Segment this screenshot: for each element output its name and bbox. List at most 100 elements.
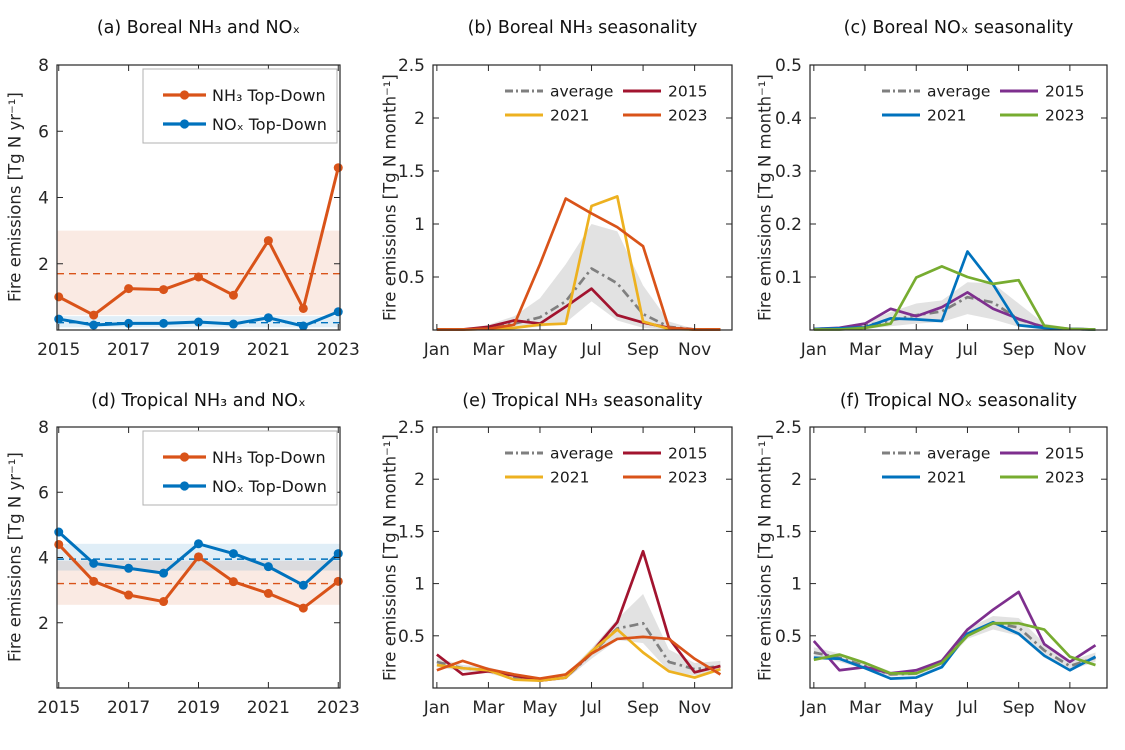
x-tick-label: Jul bbox=[956, 340, 978, 360]
x-tick-label: May bbox=[899, 340, 934, 360]
subplot-f-title: (f) Tropical NOₓ seasonality bbox=[839, 391, 1078, 411]
y-tick-label: 2.5 bbox=[775, 418, 802, 438]
x-tick-label: Nov bbox=[678, 698, 711, 718]
subplot-c: (c) Boreal NOₓ seasonality Fire emission… bbox=[750, 0, 1125, 375]
subplot-d-canvas: 2 4 6 8 2015 2017 2019 2021 2023 NH₃ Top-Down NOₓ … bbox=[37, 418, 360, 718]
axes-box bbox=[432, 426, 733, 689]
subplot-f: (f) Tropical NOₓ seasonality Fire emissi… bbox=[750, 375, 1125, 750]
y-tick-label: 2 bbox=[791, 470, 802, 490]
legend-label: NH₃ Top-Down bbox=[212, 86, 326, 105]
series-2023 bbox=[813, 265, 1096, 331]
data-point-marker bbox=[124, 318, 134, 328]
subplot-a: (a) Boreal NH₃ and NOₓ Fire emissions [T… bbox=[0, 0, 375, 375]
x-tick-label: Nov bbox=[678, 340, 711, 360]
x-tick-label: Jan bbox=[423, 698, 450, 718]
data-point-marker bbox=[159, 568, 169, 578]
x-tick-label: Nov bbox=[1053, 340, 1086, 360]
data-point-marker bbox=[333, 163, 343, 173]
data-point-marker bbox=[159, 597, 169, 607]
x-tick-label: 2015 bbox=[37, 698, 80, 718]
legend-label: 2023 bbox=[1045, 107, 1084, 125]
x-tick-label: Nov bbox=[1053, 698, 1086, 718]
x-tick-label: 2017 bbox=[107, 340, 150, 360]
subplot-c-title: (c) Boreal NOₓ seasonality bbox=[843, 18, 1074, 38]
x-tick-label: Sep bbox=[627, 698, 659, 718]
x-tick-label: Mar bbox=[849, 340, 881, 360]
series-2023 bbox=[436, 635, 722, 680]
data-point-marker bbox=[54, 527, 64, 537]
subplot-a-title: (a) Boreal NH₃ and NOₓ bbox=[96, 18, 301, 38]
legend-box bbox=[142, 68, 338, 144]
data-point-marker bbox=[89, 558, 99, 568]
y-tick-label: 2 bbox=[38, 255, 49, 275]
x-tick-label: Jan bbox=[423, 340, 450, 360]
subplot-b-canvas: 0.5 1 1.5 2 2.5 Jan Mar May Jul Sep Nov average 2015… bbox=[398, 56, 733, 360]
subplot-e-canvas: 0.5 1 1.5 2 2.5 Jan Mar May Jul Sep Nov average 2015… bbox=[398, 418, 733, 718]
legend-label: NH₃ Top-Down bbox=[212, 448, 326, 467]
legend-label: 2021 bbox=[550, 107, 589, 125]
data-point-marker bbox=[263, 236, 273, 246]
x-tick-label: Jul bbox=[580, 698, 602, 718]
x-tick-label: Mar bbox=[472, 340, 504, 360]
legend-label: 2023 bbox=[1045, 469, 1084, 487]
average-spread-band bbox=[436, 594, 721, 682]
data-point-marker bbox=[89, 576, 99, 586]
x-tick-label: Jan bbox=[800, 340, 827, 360]
subplot-e: (e) Tropical NH₃ seasonality Fire emissi… bbox=[375, 375, 750, 750]
series-average bbox=[436, 621, 721, 681]
legend-label: 2021 bbox=[550, 469, 589, 487]
data-point-marker bbox=[333, 549, 343, 559]
axes-box bbox=[809, 426, 1108, 689]
data-point-marker bbox=[298, 580, 308, 590]
x-tick-label: 2021 bbox=[247, 698, 290, 718]
x-tick-label: Jul bbox=[580, 340, 602, 360]
axes-box bbox=[809, 64, 1108, 331]
legend-label: 2015 bbox=[1045, 445, 1084, 463]
subplot-a-canvas: 2 4 6 8 2015 2017 2019 2021 2023 NH₃ Top-Down NOₓ … bbox=[37, 56, 360, 360]
y-tick-label: 8 bbox=[38, 56, 49, 76]
y-tick-label: 1.5 bbox=[398, 522, 425, 542]
y-tick-label: 0.4 bbox=[775, 109, 802, 129]
x-tick-label: Jan bbox=[800, 698, 827, 718]
x-tick-label: May bbox=[522, 340, 557, 360]
x-tick-label: Mar bbox=[472, 698, 504, 718]
legend-label: average bbox=[550, 445, 613, 463]
data-point-marker bbox=[159, 318, 169, 328]
y-tick-label: 1 bbox=[791, 575, 802, 595]
y-tick-label: 1.5 bbox=[775, 522, 802, 542]
legend-sample-marker bbox=[179, 119, 190, 129]
data-point-marker bbox=[89, 320, 99, 330]
y-tick-label: 1 bbox=[414, 215, 425, 235]
subplot-f-canvas: 0.5 1 1.5 2 2.5 Jan Mar May Jul Sep Nov average 2015… bbox=[775, 418, 1108, 718]
x-tick-label: Jul bbox=[956, 698, 978, 718]
legend-label: NOₓ Top-Down bbox=[212, 115, 327, 134]
y-tick-label: 1 bbox=[414, 575, 425, 595]
data-point-marker bbox=[263, 562, 273, 572]
data-point-marker bbox=[228, 577, 238, 587]
x-tick-label: Sep bbox=[1003, 340, 1035, 360]
subplot-d: (d) Tropical NH₃ and NOₓ Fire emissions … bbox=[0, 375, 375, 750]
data-point-marker bbox=[228, 290, 238, 300]
data-point-marker bbox=[228, 319, 238, 329]
legend-label: average bbox=[927, 445, 990, 463]
legend-sample-marker bbox=[179, 481, 190, 491]
mean-band bbox=[57, 560, 340, 605]
data-point-marker bbox=[333, 576, 343, 586]
y-tick-label: 2 bbox=[414, 109, 425, 129]
axes-box bbox=[432, 64, 733, 331]
average-spread-band bbox=[813, 282, 1096, 330]
subplot-d-title: (d) Tropical NH₃ and NOₓ bbox=[91, 391, 306, 411]
legend-label: average bbox=[550, 83, 613, 101]
data-point-marker bbox=[54, 292, 64, 302]
legend-label: NOₓ Top-Down bbox=[212, 477, 327, 496]
y-tick-label: 8 bbox=[38, 418, 49, 438]
subplot-c-canvas: 0.1 0.2 0.3 0.4 0.5 Jan Mar May Jul Sep Nov average… bbox=[775, 56, 1108, 360]
x-tick-label: Sep bbox=[627, 340, 659, 360]
x-tick-label: 2023 bbox=[317, 340, 360, 360]
data-point-marker bbox=[298, 303, 308, 313]
legend-label: 2021 bbox=[927, 469, 966, 487]
legend-label: 2015 bbox=[1045, 83, 1084, 101]
legend-sample-marker bbox=[179, 452, 190, 462]
y-tick-label: 0.5 bbox=[398, 268, 425, 288]
